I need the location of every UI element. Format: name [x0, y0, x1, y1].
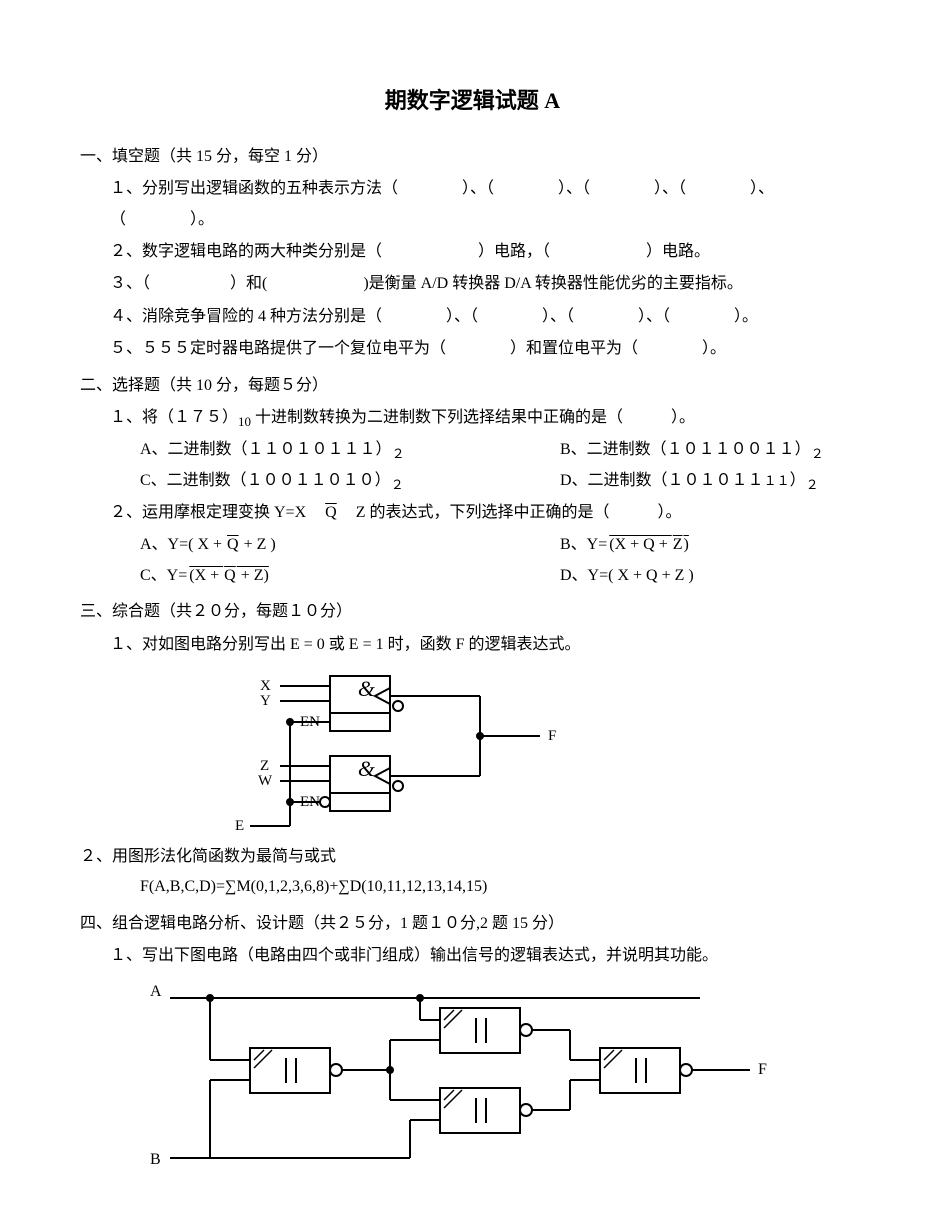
s2-q1a: １、将（１７５）: [110, 409, 238, 426]
s1-q2: ２、数字逻辑电路的两大种类分别是（ ）电路，（ ）电路。: [110, 237, 865, 267]
s2-q1: １、将（１７５）10 十进制数转换为二进制数下列选择结果中正确的是（ ）。: [110, 403, 865, 433]
s2-B2c: ): [684, 536, 689, 553]
svg-text:EN: EN: [300, 794, 320, 810]
s2-D-text: D、二进制数（１０１０１１: [560, 472, 764, 489]
svg-text:EN: EN: [300, 714, 320, 730]
svg-text:E: E: [235, 818, 244, 834]
s2-q2-qinner: Q: [324, 498, 338, 528]
s2-B2b: (X + Q +: [609, 536, 671, 553]
s2-B-text: B、二进制数（１０１１００１１）: [560, 441, 811, 458]
section3-head: 三、综合题（共２０分，每题１０分）: [80, 597, 865, 627]
s1-q4: ４、消除竞争冒险的 4 种方法分别是（ ）、（ ）、（ ）、（ ）。: [110, 302, 865, 332]
s2-C2-over: (X + Q + Z): [187, 561, 271, 591]
s2-q1b: 十进制数转换为二进制数下列选择结果中正确的是（ ）。: [255, 409, 695, 426]
svg-text:&: &: [358, 756, 376, 781]
s4-q1: １、写出下图电路（电路由四个或非门组成）输出信号的逻辑表达式，并说明其功能。: [110, 941, 865, 971]
s2-q1-C: C、二进制数（１００１１０１０）２: [140, 466, 560, 496]
s2-q1-A: A、二进制数（１１０１０１１１）２: [140, 435, 560, 465]
s1-q3: ３、（ ）和( )是衡量 A/D 转换器 D/A 转换器性能优劣的主要指标。: [110, 269, 865, 299]
s2-q1-D: D、二进制数（１０１０１１１１）２: [560, 466, 865, 496]
svg-text:B: B: [150, 1151, 161, 1168]
svg-text:Z: Z: [260, 758, 269, 774]
section4-head: 四、组合逻辑电路分析、设计题（共２５分，1 题１０分,2 题 15 分）: [80, 909, 865, 939]
s2-A2b: + Z ): [240, 536, 276, 553]
s4-diagram: A B F: [140, 978, 865, 1178]
s2-A2a: A、Y=( X +: [140, 536, 226, 553]
sub2c: ２: [391, 477, 404, 492]
s2-A-text: A、二进制数（１１０１０１１１）: [140, 441, 392, 458]
s2-q1-B: B、二进制数（１０１１００１１）２: [560, 435, 865, 465]
svg-text:X: X: [260, 678, 271, 694]
page-title: 期数字逻辑试题 A: [80, 80, 865, 122]
s2-C2c: + Z): [237, 567, 269, 584]
s1-q5: ５、５５５定时器电路提供了一个复位电平为（ ）和置位电平为（ ）。: [110, 334, 865, 364]
sub2a: ２: [392, 446, 405, 461]
s2-D-tail: ）: [790, 472, 806, 489]
s2-A2q: Q: [226, 530, 240, 560]
s2-q1-opts: A、二进制数（１１０１０１１１）２ B、二进制数（１０１１００１１）２ C、二进…: [140, 435, 865, 496]
s2-q2-C: C、Y=(X + Q + Z): [140, 561, 560, 591]
s2-q2-B: B、Y=(X + Q + Z): [560, 530, 865, 560]
section2-head: 二、选择题（共 10 分，每题５分）: [80, 371, 865, 401]
s2-D-small: １１: [764, 473, 790, 488]
s2-q2b: Z 的表达式，下列选择中正确的是（ ）。: [340, 504, 682, 521]
s2-C2b: (X +: [189, 567, 223, 584]
s2-q2-opts: A、Y=( X + Q + Z ) B、Y=(X + Q + Z) C、Y=(X…: [140, 530, 865, 591]
s2-q2a: ２、运用摩根定理变换 Y=X: [110, 504, 322, 521]
svg-text:A: A: [150, 983, 162, 1000]
s2-q2: ２、运用摩根定理变换 Y=X Q Z 的表达式，下列选择中正确的是（ ）。: [110, 498, 865, 528]
s2-B2a: B、Y=: [560, 536, 607, 553]
s2-B2z: Z: [672, 530, 684, 560]
s2-C-text: C、二进制数（１００１１０１０）: [140, 472, 391, 489]
s3-q2b: F(A,B,C,D)=∑M(0,1,2,3,6,8)+∑D(10,11,12,1…: [140, 872, 865, 902]
s3-diagram: & &: [180, 666, 865, 836]
svg-text:W: W: [258, 773, 273, 789]
s1-q1: １、分别写出逻辑函数的五种表示方法（ ）、（ ）、（ ）、（ ）、（ ）。: [110, 174, 865, 235]
s3-q1: １、对如图电路分别写出 E = 0 或 E = 1 时，函数 F 的逻辑表达式。: [110, 630, 865, 660]
s3-q2a: ２、用图形法化简函数为最简与或式: [80, 842, 865, 872]
svg-text:F: F: [758, 1061, 767, 1078]
svg-text:&: &: [358, 676, 376, 701]
s2-C2a: C、Y=: [140, 567, 187, 584]
s2-C2q: Q: [223, 561, 237, 591]
s2-q2-D: D、Y=( X + Q + Z ): [560, 561, 865, 591]
sub2d: ２: [806, 477, 819, 492]
sub-10: 10: [238, 414, 251, 429]
s2-q2-A: A、Y=( X + Q + Z ): [140, 530, 560, 560]
s2-q2-qbar: Q: [322, 498, 340, 528]
sub2b: ２: [811, 446, 824, 461]
svg-text:Y: Y: [260, 693, 271, 709]
section1-head: 一、填空题（共 15 分，每空 1 分）: [80, 142, 865, 172]
svg-text:F: F: [548, 728, 556, 744]
s2-B2-over: (X + Q + Z): [607, 530, 691, 560]
